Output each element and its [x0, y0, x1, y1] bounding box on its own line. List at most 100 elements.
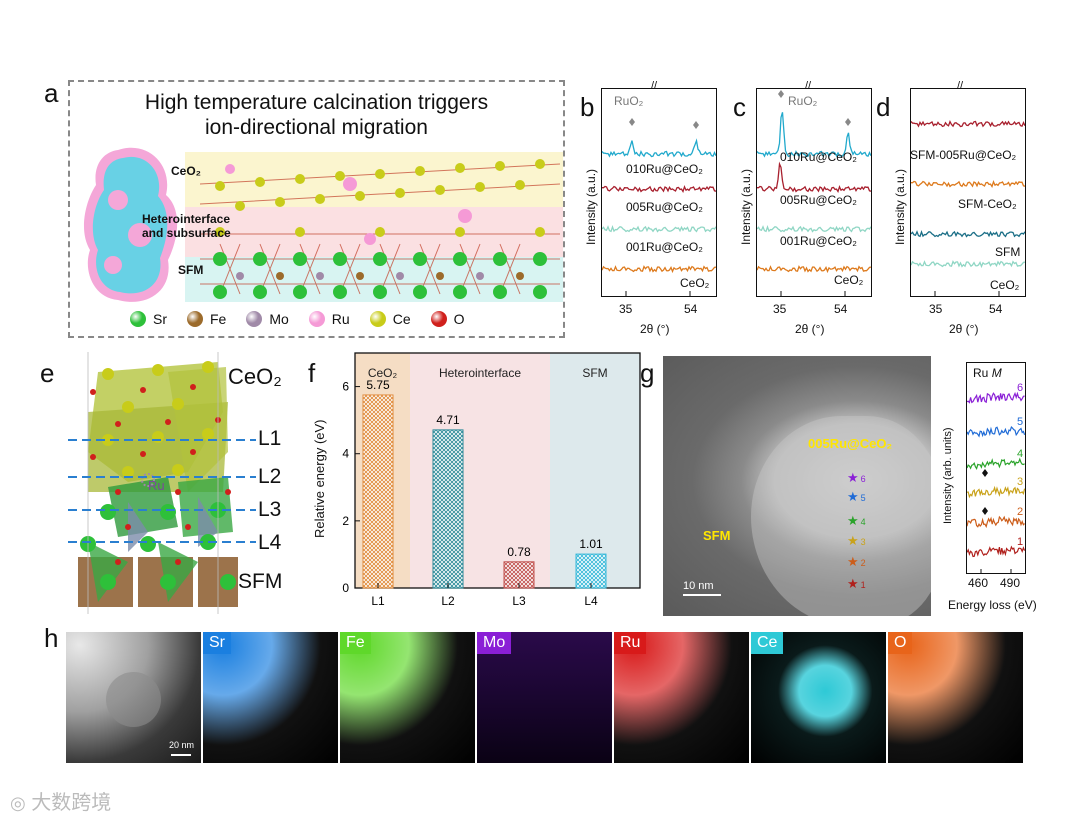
xrd-b-tick-35: 35	[619, 302, 633, 316]
stem-point-3: ★ 3	[847, 533, 866, 549]
xrd-c-trace-label-3: 001Ru@CeO₂	[780, 234, 857, 248]
element-map-label: Mo	[477, 632, 512, 654]
legend-label-ru: Ru	[331, 311, 350, 327]
xrd-trace-2	[911, 230, 1025, 238]
stem-point-number: 1	[860, 580, 866, 590]
stem-sfm-label: SFM	[703, 528, 731, 543]
y-tick-label: 2	[342, 514, 349, 528]
region-label-1: Heterointerface	[439, 366, 521, 380]
eels-xlabel: Energy loss (eV)	[948, 598, 1037, 612]
eels-trace-label: 1	[1017, 536, 1023, 548]
region-bg-2	[550, 353, 640, 588]
element-map-label: O	[888, 632, 913, 654]
bar-value-label: 4.71	[436, 413, 460, 427]
xrd-trace-0	[757, 112, 871, 158]
legend-dot-sr	[130, 311, 146, 327]
legend-dot-o	[430, 311, 447, 327]
watermark-icon: ◎	[10, 793, 26, 813]
xrd-trace-1	[602, 184, 716, 194]
eels-peak-marker	[982, 469, 988, 477]
peak-marker	[693, 121, 699, 129]
stem-point-4: ★ 4	[847, 513, 866, 529]
eels-tick-460: 460	[968, 576, 989, 590]
bar-value-label: 5.75	[366, 378, 390, 392]
haadf-scale-bar	[171, 754, 191, 756]
panel-f-label: f	[308, 358, 316, 388]
xrd-trace-3	[911, 260, 1025, 269]
eels-title: Ru M	[973, 366, 1002, 380]
label-heterointerface: Heterointerface and subsurface	[142, 212, 231, 240]
star-icon: ★	[847, 554, 859, 569]
eels-trace-label: 6	[1017, 382, 1023, 394]
panel-g-label: g	[640, 358, 655, 388]
legend-dot-fe	[187, 311, 203, 327]
eels-trace-label: 2	[1017, 506, 1023, 518]
xrd-b-trace-label-2: 005Ru@CeO₂	[626, 200, 703, 214]
eels-title-italic: M	[991, 366, 1002, 380]
star-icon: ★	[847, 513, 859, 528]
lattice-structure-image	[200, 159, 560, 299]
eels-tick-490: 490	[1000, 576, 1021, 590]
eels-trace-label: 3	[1017, 476, 1023, 488]
legend-item-sr: Sr	[130, 311, 167, 327]
element-map-label: Ce	[751, 632, 784, 654]
xrd-d-tick-35: 35	[929, 302, 943, 316]
xrd-d-plot	[911, 119, 1025, 296]
stem-point-number: 2	[860, 558, 866, 568]
panel-e-layer-lines	[68, 439, 256, 543]
xrd-b-trace-label-1: 010Ru@CeO₂	[626, 162, 703, 176]
eels-title-text: Ru	[973, 366, 989, 380]
element-map-o: O	[888, 632, 1023, 763]
xrd-trace-0	[602, 138, 716, 158]
xrd-c-trace-label-4: CeO₂	[834, 273, 864, 287]
panel-a-box: High temperature calcination triggers io…	[68, 80, 565, 338]
x-tick-label: L3	[512, 594, 526, 608]
xrd-b-trace-label-4: CeO₂	[680, 276, 710, 290]
xrd-c-break: //	[805, 80, 812, 92]
plot-frame	[354, 352, 641, 589]
xrd-trace-3	[757, 265, 871, 274]
xrd-c-peak-label: RuO₂	[788, 94, 818, 108]
xrd-b-trace-label-3: 001Ru@CeO₂	[626, 240, 703, 254]
layer-label-l3: L3	[258, 498, 282, 521]
star-icon: ★	[847, 576, 859, 591]
element-map-ce: Ce	[751, 632, 886, 763]
bar-l1	[362, 394, 394, 589]
xrd-b-xlabel: 2θ (°)	[640, 322, 670, 336]
panel-e-structure-image	[78, 352, 238, 614]
xrd-trace-1	[757, 161, 871, 194]
xrd-c-plot	[757, 90, 871, 296]
eels-peak-marker	[982, 507, 988, 515]
layer-label-l1: L1	[258, 427, 282, 450]
xrd-d-trace-label-1: SFM-005Ru@CeO₂	[910, 148, 1017, 162]
xrd-d-break: //	[957, 80, 964, 92]
panel-a-title-line2: ion-directional migration	[205, 116, 428, 139]
bar-l2	[432, 429, 464, 589]
element-map-label: Ru	[614, 632, 647, 654]
xrd-d-frame	[910, 88, 1026, 297]
panel-e-label: e	[40, 358, 55, 388]
xrd-c-ylabel: Intensity (a.u.)	[739, 168, 753, 245]
stem-scale-bar	[683, 594, 721, 596]
stem-scale-text: 10 nm	[683, 580, 714, 592]
eels-trace-2	[967, 515, 1025, 529]
label-sfm: SFM	[178, 263, 204, 277]
panel-b-label: b	[580, 92, 595, 122]
peak-marker	[629, 118, 635, 126]
star-icon: ★	[847, 533, 859, 548]
bar-chart: CeO₂ Heterointerface SFM 0 2 4 6 5.75 L1 4.71 L2 0.…	[342, 352, 641, 608]
xrd-d-ylabel: Intensity (a.u.)	[893, 168, 907, 245]
label-ceo2: CeO₂	[171, 164, 202, 178]
xrd-trace-3	[602, 265, 716, 274]
legend-item-ru: Ru	[308, 311, 350, 327]
legend-label-sr: Sr	[153, 311, 167, 327]
peak-marker	[845, 118, 851, 126]
xrd-b-break: //	[651, 80, 658, 92]
panel-a-label: a	[44, 78, 59, 108]
x-tick-label: L2	[441, 594, 455, 608]
xrd-d-trace-label-4: CeO₂	[990, 278, 1020, 292]
xrd-d-tick-54: 54	[989, 302, 1003, 316]
xrd-d-trace-label-2: SFM-CeO₂	[958, 197, 1017, 211]
legend-dot-mo	[246, 311, 263, 327]
haadf-image: 20 nm	[66, 632, 201, 763]
